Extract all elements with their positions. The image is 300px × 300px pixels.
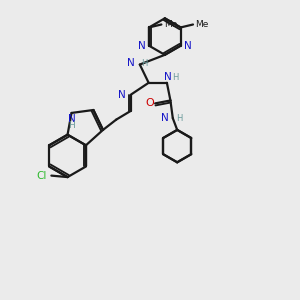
Text: N: N xyxy=(118,90,126,100)
Text: O: O xyxy=(146,98,154,108)
Text: N: N xyxy=(127,58,134,68)
Text: Cl: Cl xyxy=(37,171,47,181)
Text: Me: Me xyxy=(164,20,177,29)
Text: H: H xyxy=(176,114,183,123)
Text: Me: Me xyxy=(195,20,209,29)
Text: N: N xyxy=(138,41,146,51)
Text: N: N xyxy=(161,113,169,123)
Text: H: H xyxy=(172,73,178,82)
Text: H: H xyxy=(141,58,148,68)
Text: N: N xyxy=(164,73,172,82)
Text: N: N xyxy=(68,114,75,124)
Text: N: N xyxy=(184,41,192,51)
Text: H: H xyxy=(68,121,75,130)
